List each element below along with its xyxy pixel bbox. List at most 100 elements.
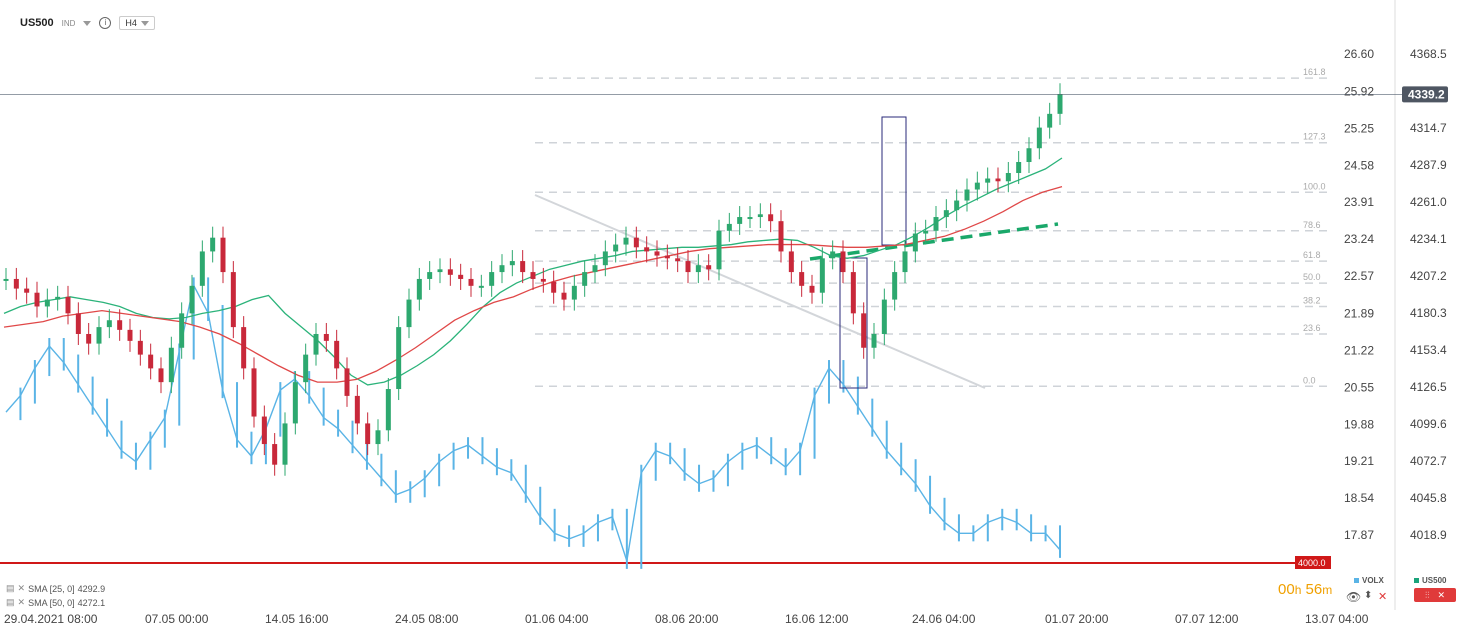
- candle-body: [737, 217, 743, 224]
- last-price-label: 4339.2: [1408, 87, 1445, 101]
- symbol-name[interactable]: US500: [20, 17, 54, 29]
- candle-body: [757, 214, 763, 218]
- y-left-tick-label: 17.87: [1344, 528, 1374, 542]
- candle-body: [654, 251, 660, 256]
- candle-body: [695, 265, 701, 273]
- candle-body: [850, 272, 856, 314]
- y-left-tick-label: 25.92: [1344, 84, 1374, 98]
- chevron-down-icon: [140, 20, 149, 26]
- candle-body: [365, 423, 371, 445]
- indicator-sma-25[interactable]: ▤ ✕ SMA [25, 0] 4292.9: [6, 583, 105, 594]
- candle-body: [768, 214, 774, 222]
- close-icon[interactable]: ✕: [17, 597, 26, 607]
- timer-minutes-unit: m: [1322, 583, 1333, 597]
- candle-body: [551, 281, 557, 293]
- fib-label: 100.0: [1303, 181, 1326, 191]
- fibonacci-levels: 161.8 127.3 100.0 78.6 61.8 50.0 38.2 23.6 0.0: [535, 67, 1330, 388]
- chevron-down-icon[interactable]: [83, 20, 92, 26]
- breakout-line: [809, 222, 1059, 261]
- candle-body: [861, 313, 867, 348]
- candle-body: [633, 237, 639, 248]
- candle-body: [158, 368, 164, 383]
- candle-body: [623, 237, 629, 245]
- candle-body: [985, 178, 991, 183]
- highlight-box: [881, 116, 907, 246]
- indicator-value: 4272.1: [77, 597, 106, 608]
- candle-body: [106, 320, 112, 328]
- candle-body: [323, 333, 329, 341]
- candle-body: [685, 261, 691, 273]
- close-icon[interactable]: ✕: [1378, 591, 1388, 603]
- y-left-tick-label: 23.91: [1344, 195, 1374, 209]
- move-updown-icon[interactable]: ⬍: [1364, 590, 1373, 601]
- close-icon[interactable]: ✕: [1437, 589, 1446, 600]
- candle-body: [571, 285, 577, 300]
- candle-body: [675, 258, 681, 262]
- candle-body: [1016, 162, 1022, 174]
- candle-body: [137, 340, 143, 355]
- support-level-line: 4000.0: [0, 556, 1331, 569]
- candle-body: [747, 217, 753, 220]
- level-badge: [1295, 556, 1331, 569]
- x-tick-label: 07.07 12:00: [1175, 612, 1239, 626]
- indicator-label: SMA [50, 0]: [28, 597, 75, 608]
- candle-body: [261, 416, 267, 445]
- candle-body: [458, 274, 464, 279]
- info-icon[interactable]: i: [99, 17, 112, 29]
- x-tick-label: 08.06 20:00: [655, 612, 719, 626]
- instrument-type: IND: [61, 18, 76, 28]
- y-left-tick-label: 18.54: [1344, 491, 1374, 505]
- candle-body: [13, 278, 19, 289]
- fib-label: 23.6: [1303, 323, 1321, 333]
- candle-body: [86, 333, 92, 344]
- us500-controls[interactable]: ⫶⫶ ✕: [1414, 588, 1456, 602]
- candle-body: [1026, 148, 1032, 163]
- fib-label: 78.6: [1303, 220, 1321, 230]
- eye-icon[interactable]: 👁: [1346, 590, 1362, 604]
- menu-icon[interactable]: ▤: [6, 597, 15, 607]
- candle-body: [375, 430, 381, 445]
- candle-body: [55, 296, 61, 300]
- candle-body: [778, 221, 784, 252]
- candle-body: [179, 313, 185, 348]
- y-left-tick-label: 21.22: [1344, 343, 1374, 357]
- legend-us500[interactable]: US500: [1414, 576, 1446, 585]
- candle-body: [540, 278, 546, 282]
- candle-body: [995, 178, 1001, 182]
- menu-icon[interactable]: ▤: [6, 583, 15, 593]
- candle-body: [272, 444, 278, 465]
- trendline: [534, 194, 986, 389]
- timeframe-select[interactable]: H4: [119, 16, 155, 30]
- timer-hours-unit: h: [1294, 583, 1302, 597]
- y-right-tick-label: 4207.2: [1410, 269, 1447, 283]
- legend-volx[interactable]: VOLX: [1354, 576, 1384, 585]
- candle-body: [974, 182, 980, 190]
- candle-body: [1047, 113, 1053, 128]
- candle-body: [396, 327, 402, 390]
- candle-body: [344, 368, 350, 396]
- close-icon[interactable]: ✕: [17, 583, 26, 593]
- candle-body: [644, 247, 650, 252]
- candle-body: [282, 423, 288, 465]
- candle-body: [65, 296, 71, 314]
- candle-body: [251, 368, 257, 417]
- settings-icon[interactable]: ⫶⫶: [1424, 589, 1430, 600]
- x-tick-label: 29.04.2021 08:00: [4, 612, 98, 626]
- candle-body: [3, 278, 9, 281]
- candle-body: [44, 299, 50, 307]
- y-right-tick-label: 4153.4: [1410, 343, 1447, 357]
- candle-body: [1036, 127, 1042, 149]
- candle-body: [499, 265, 505, 273]
- candle-body: [406, 299, 412, 328]
- candle-body: [726, 223, 732, 231]
- indicator-sma-50[interactable]: ▤ ✕ SMA [50, 0] 4272.1: [6, 597, 105, 608]
- candle-body: [230, 272, 236, 328]
- candle-body: [478, 285, 484, 288]
- fib-label: 0.0: [1303, 375, 1316, 385]
- candle-body: [912, 233, 918, 252]
- fib-label: 38.2: [1303, 295, 1321, 305]
- candle-body: [292, 382, 298, 424]
- candle-body: [334, 340, 340, 369]
- y-left-tick-label: 26.60: [1344, 47, 1374, 61]
